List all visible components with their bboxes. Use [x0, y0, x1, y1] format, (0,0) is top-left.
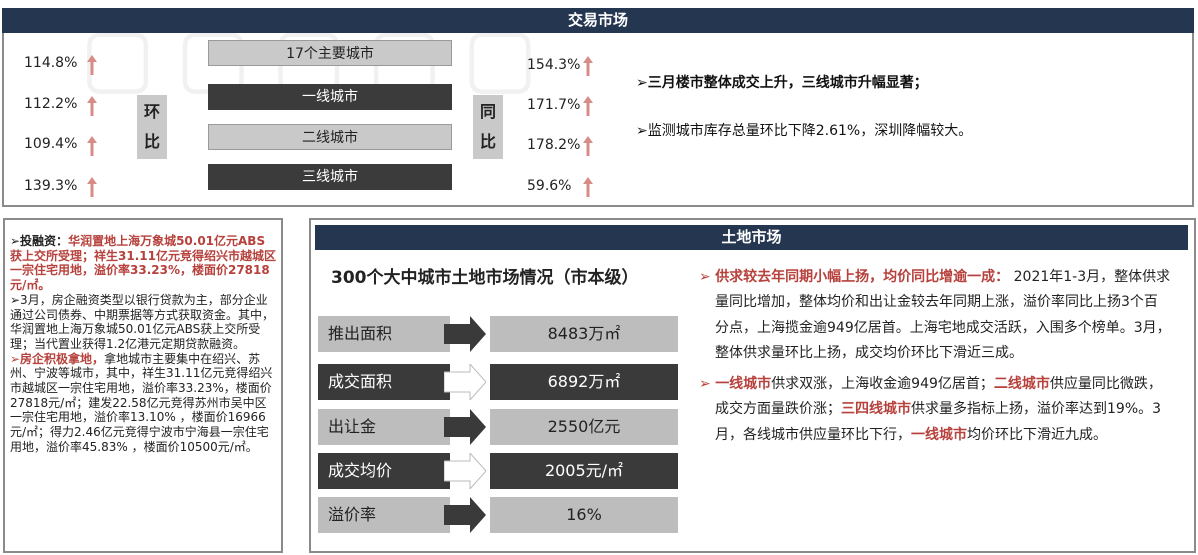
bar-17-cities: 17个主要城市 [208, 40, 452, 66]
up-arrow-icon [583, 56, 593, 76]
up-arrow-icon [87, 136, 97, 156]
stat-value: 2005元/㎡ [490, 453, 678, 489]
land-p2-a: 供求双涨，上海收金逾949亿居首； [771, 376, 994, 393]
bar-tier1: 一线城市 [208, 84, 452, 110]
trade-note-1: ➢三月楼市整体成交上升，三线城市升幅显著； [636, 75, 928, 91]
mom-label-char1: 环 [143, 102, 160, 121]
stat-label: 出让金 [318, 409, 450, 445]
land-text: ➢ 供求较去年同期小幅上扬，均价同比增逾一成： 2021年1-3月，整体供求量同… [699, 265, 1171, 448]
land-header: 土地市场 [315, 225, 1188, 250]
financing-text: ➢投融资：华润置地上海万象城50.01亿元ABS获上交所受理；祥生31.11亿元… [10, 234, 276, 455]
yoy-value-tier3: 59.6% [527, 178, 572, 194]
chevron-right-icon [444, 497, 486, 533]
stat-value: 8483万㎡ [490, 316, 678, 352]
up-arrow-icon [583, 96, 593, 116]
land-p1-text: 2021年1-3月，整体供求量同比增加，整体均价和出让金较去年同期上涨，溢价率同… [715, 269, 1171, 361]
up-arrow-icon [583, 177, 593, 197]
up-arrow-icon [87, 55, 97, 75]
chevron-right-icon [444, 409, 486, 445]
stat-label: 溢价率 [318, 497, 450, 533]
stat-row-premium-rate: 溢价率 16% [318, 497, 682, 533]
bullet-icon: ➢ [699, 376, 711, 393]
mom-label-char2: 比 [143, 132, 160, 151]
yoy-label-char1: 同 [479, 102, 496, 121]
stat-label: 成交均价 [318, 453, 450, 489]
mom-label: 环 比 [137, 95, 167, 159]
land-p2-red2: 二线城市 [993, 376, 1050, 393]
stat-value: 16% [490, 497, 678, 533]
stat-row-avg-price: 成交均价 2005元/㎡ [318, 453, 682, 489]
yoy-value-tier1: 171.7% [527, 97, 581, 113]
stat-value: 6892万㎡ [490, 364, 678, 400]
up-arrow-icon [87, 177, 97, 197]
financing-p1-title: ➢投融资： [10, 234, 69, 248]
mom-value-17: 114.8% [24, 55, 78, 71]
stat-row-launched-area: 推出面积 8483万㎡ [318, 316, 682, 352]
up-arrow-icon [87, 96, 97, 116]
land-p1: ➢ 供求较去年同期小幅上扬，均价同比增逾一成： 2021年1-3月，整体供求量同… [699, 265, 1171, 366]
yoy-value-tier2: 178.2% [527, 137, 581, 153]
mom-value-tier1: 112.2% [24, 96, 78, 112]
stat-label: 推出面积 [318, 316, 450, 352]
mom-value-tier2: 109.4% [24, 136, 78, 152]
land-p2-red3: 三四线城市 [841, 401, 911, 418]
mom-value-tier3: 139.3% [24, 178, 78, 194]
financing-p3-red: ➢房企积极拿地， [10, 351, 105, 366]
chevron-right-icon [444, 316, 486, 352]
yoy-label: 同 比 [473, 95, 503, 159]
land-p2-d: 均价环比下滑近九成。 [967, 426, 1107, 443]
financing-p2: ➢3月，房企融资类型以银行贷款为主，部分企业通过公司债券、中期票据等方式获取资金… [10, 292, 275, 351]
land-panel [309, 218, 1196, 553]
land-subtitle: 300个大中城市土地市场情况（市本级） [331, 268, 639, 288]
land-p2-c: 供求量多指标上扬，溢价率达到19%。3月，各线城市供应量环比下行， [715, 401, 1162, 443]
bar-tier2: 二线城市 [208, 124, 452, 150]
land-p2-red4: 一线城市 [911, 426, 967, 443]
financing-p3: ➢房企积极拿地，拿地城市主要集中在绍兴、苏州、宁波等城市，其中，祥生31.11亿… [10, 352, 276, 455]
land-p2-red1: 一线城市 [715, 376, 772, 393]
chevron-right-icon [444, 453, 486, 489]
chevron-right-icon [444, 364, 486, 400]
up-arrow-icon [583, 136, 593, 156]
financing-p3-text: 拿地城市主要集中在绍兴、苏州、宁波等城市，其中，祥生31.11亿元竞得绍兴市越城… [10, 351, 273, 454]
yoy-value-17: 154.3% [527, 57, 581, 73]
bar-tier3: 三线城市 [208, 164, 452, 190]
land-p2-b: 供应量同比微跌，成交方面量跌价涨； [715, 376, 1162, 418]
bullet-icon: ➢ [699, 269, 711, 285]
stat-label: 成交面积 [318, 364, 450, 400]
stat-row-land-revenue: 出让金 2550亿元 [318, 409, 682, 445]
stat-value: 2550亿元 [490, 409, 678, 445]
stat-row-sold-area: 成交面积 6892万㎡ [318, 364, 682, 400]
yoy-label-char2: 比 [479, 132, 496, 151]
trade-header: 交易市场 [2, 8, 1194, 33]
financing-p1: ➢投融资：华润置地上海万象城50.01亿元ABS获上交所受理；祥生31.11亿元… [10, 234, 276, 293]
trade-note-2: ➢监测城市库存总量环比下降2.61%，深圳降幅较大。 [636, 123, 973, 139]
trade-panel [2, 33, 1194, 207]
financing-p1-red: 华润置地上海万象城50.01亿元ABS获上交所受理；祥生31.11亿元竞得绍兴市… [10, 234, 276, 293]
land-p1-red: 供求较去年同期小幅上扬，均价同比增逾一成： [715, 269, 1010, 285]
financing-panel [3, 218, 283, 553]
land-p2: ➢ 一线城市供求双涨，上海收金逾949亿居首；二线城市供应量同比微跌，成交方面量… [699, 372, 1171, 448]
